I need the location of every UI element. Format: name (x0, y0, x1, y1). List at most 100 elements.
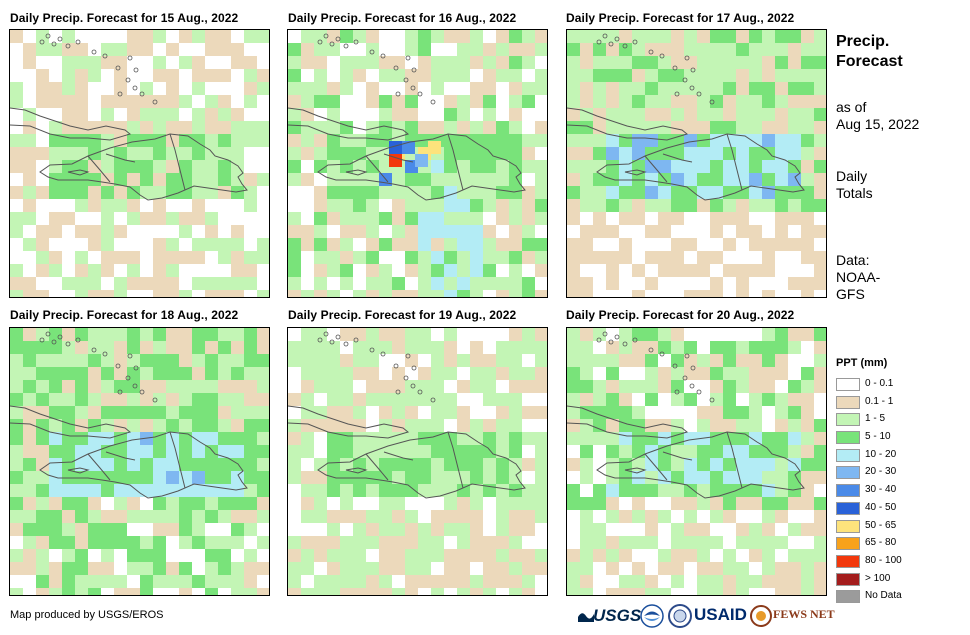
raster-cell (288, 536, 301, 549)
raster-cell (535, 95, 547, 108)
raster-cell (75, 238, 88, 251)
raster-cell (593, 523, 606, 536)
raster-cell (593, 108, 606, 121)
raster-cell (457, 458, 470, 471)
raster-cell (801, 445, 814, 458)
raster-cell (580, 225, 593, 238)
raster-cell (62, 445, 75, 458)
raster-cell (470, 108, 483, 121)
raster-cell (23, 30, 36, 43)
raster-cell (762, 458, 775, 471)
raster-cell (353, 588, 366, 595)
raster-cell (166, 108, 179, 121)
raster-cell (75, 445, 88, 458)
raster-cell (470, 445, 483, 458)
raster-cell (619, 251, 632, 264)
raster-cell (762, 471, 775, 484)
raster-cell (49, 588, 62, 595)
raster-cell (340, 367, 353, 380)
raster-cell (62, 341, 75, 354)
raster-cell (153, 173, 166, 186)
raster-cell (762, 121, 775, 134)
raster-cell (522, 277, 535, 290)
raster-cell (749, 575, 762, 588)
raster-cell (405, 121, 418, 134)
raster-cell (457, 367, 470, 380)
small-island (674, 389, 680, 395)
raster-cell (114, 380, 127, 393)
raster-cell (62, 225, 75, 238)
raster-cell (444, 56, 457, 69)
raster-cell (192, 238, 205, 251)
raster-cell (710, 121, 723, 134)
raster-cell (288, 523, 301, 536)
raster-cell (127, 380, 140, 393)
raster-cell (114, 419, 127, 432)
raster-cell (405, 380, 418, 393)
raster-cell (127, 108, 140, 121)
gonave-island-outline (345, 467, 368, 474)
raster-cell (580, 264, 593, 277)
raster-cell (801, 212, 814, 225)
raster-cell (567, 160, 580, 173)
raster-cell (114, 445, 127, 458)
raster-cell (606, 458, 619, 471)
raster-cell (632, 238, 645, 251)
raster-cell (314, 536, 327, 549)
raster-cell (179, 238, 192, 251)
raster-cell (522, 575, 535, 588)
raster-cell (301, 497, 314, 510)
raster-cell (379, 536, 392, 549)
raster-cell (684, 484, 697, 497)
raster-cell (244, 160, 257, 173)
small-island (602, 331, 608, 337)
legend-label: 30 - 40 (865, 484, 897, 496)
raster-cell (749, 69, 762, 82)
raster-cell (814, 393, 826, 406)
raster-cell (522, 497, 535, 510)
raster-cell (775, 471, 788, 484)
raster-cell (62, 588, 75, 595)
raster-cell (88, 95, 101, 108)
raster-cell (179, 186, 192, 199)
raster-cell (619, 30, 632, 43)
raster-cell (257, 160, 269, 173)
raster-cell (444, 497, 457, 510)
raster-cell (288, 419, 301, 432)
raster-cell (23, 56, 36, 69)
raster-cell (684, 95, 697, 108)
raster-cell (114, 43, 127, 56)
raster-cell (179, 251, 192, 264)
raster-cell (62, 56, 75, 69)
raster-cell (762, 238, 775, 251)
raster-cell (483, 562, 496, 575)
raster-cell (457, 290, 470, 297)
raster-cell (645, 186, 658, 199)
raster-cell (710, 523, 723, 536)
raster-cell (535, 277, 547, 290)
raster-cell (431, 30, 444, 43)
raster-cell (231, 69, 244, 82)
raster-cell (36, 380, 49, 393)
raster-cell (509, 264, 522, 277)
raster-cell (205, 445, 218, 458)
raster-cell (327, 82, 340, 95)
small-island (329, 339, 335, 345)
raster-cell (327, 510, 340, 523)
raster-cell (509, 108, 522, 121)
raster-cell (814, 147, 826, 160)
raster-cell (444, 445, 457, 458)
raster-cell (522, 354, 535, 367)
raster-cell (218, 160, 231, 173)
raster-cell (405, 393, 418, 406)
raster-cell (327, 562, 340, 575)
raster-cell (10, 56, 23, 69)
raster-cell (314, 160, 327, 173)
raster-cell (723, 562, 736, 575)
raster-cell (314, 510, 327, 523)
small-island (115, 65, 121, 71)
raster-cell (710, 354, 723, 367)
raster-cell (723, 536, 736, 549)
raster-cell (23, 471, 36, 484)
raster-cell (788, 341, 801, 354)
